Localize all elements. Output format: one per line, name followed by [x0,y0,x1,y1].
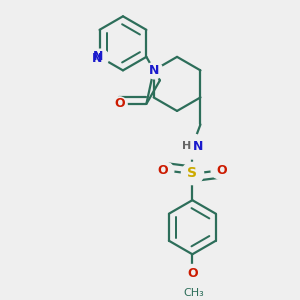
Text: S: S [187,166,197,180]
Text: N: N [93,50,104,63]
Text: N: N [193,140,203,153]
Text: CH₃: CH₃ [183,289,204,298]
Text: O: O [157,164,168,177]
Text: N: N [148,64,159,77]
Text: H: H [182,141,192,151]
Text: O: O [114,98,124,110]
Text: N: N [92,52,103,65]
Text: O: O [217,164,227,177]
Text: O: O [187,267,198,280]
